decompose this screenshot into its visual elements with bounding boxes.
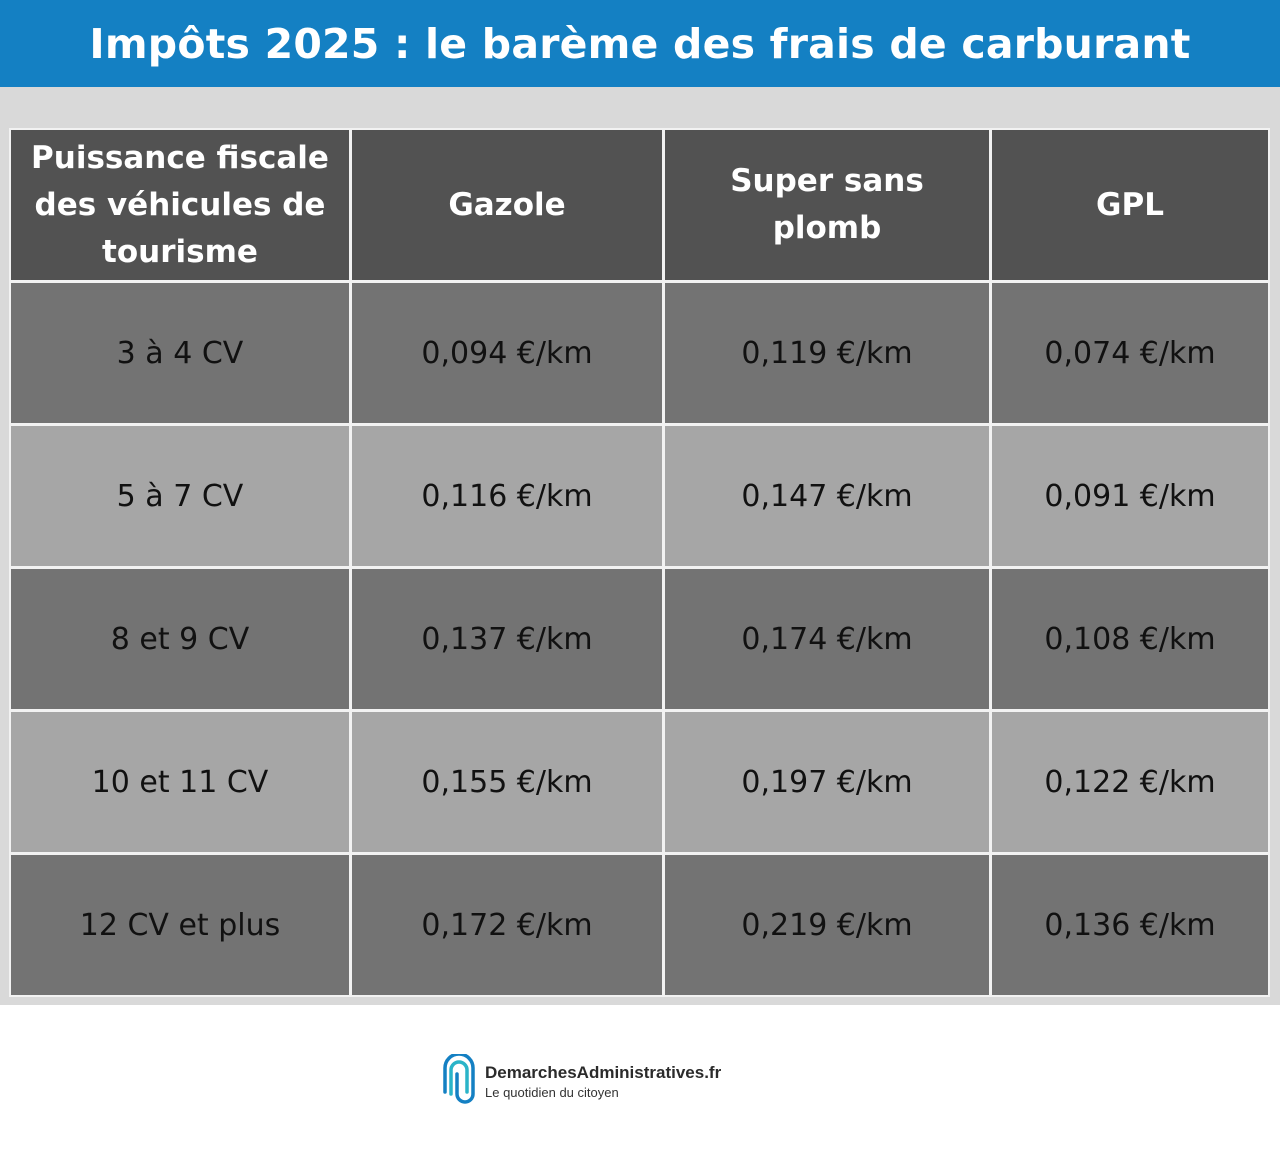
table-cell-super: 0,197 €/km xyxy=(665,712,989,852)
column-header-super: Super sans plomb xyxy=(665,130,989,280)
fuel-rates-table: Puissance fiscale des véhicules de touri… xyxy=(9,128,1270,997)
table-cell-gpl: 0,136 €/km xyxy=(992,855,1268,995)
table-cell-power: 3 à 4 CV xyxy=(11,283,349,423)
column-header-gazole: Gazole xyxy=(352,130,662,280)
table-cell-gazole: 0,172 €/km xyxy=(352,855,662,995)
page-title: Impôts 2025 : le barème des frais de car… xyxy=(0,0,1280,87)
brand-name: DemarchesAdministratives.fr xyxy=(485,1062,722,1082)
table-cell-gazole: 0,094 €/km xyxy=(352,283,662,423)
table-cell-super: 0,174 €/km xyxy=(665,569,989,709)
table-cell-gpl: 0,091 €/km xyxy=(992,426,1268,566)
table-cell-super: 0,119 €/km xyxy=(665,283,989,423)
table-cell-gazole: 0,155 €/km xyxy=(352,712,662,852)
site-logo[interactable]: DemarchesAdministratives.fr Le quotidien… xyxy=(441,1054,721,1108)
table-cell-power: 8 et 9 CV xyxy=(11,569,349,709)
table-cell-super: 0,219 €/km xyxy=(665,855,989,995)
table-cell-gazole: 0,137 €/km xyxy=(352,569,662,709)
table-cell-gazole: 0,116 €/km xyxy=(352,426,662,566)
table-cell-gpl: 0,108 €/km xyxy=(992,569,1268,709)
table-cell-gpl: 0,122 €/km xyxy=(992,712,1268,852)
paperclip-logo-icon xyxy=(443,1054,475,1104)
table-cell-power: 10 et 11 CV xyxy=(11,712,349,852)
column-header-gpl: GPL xyxy=(992,130,1268,280)
column-header-power: Puissance fiscale des véhicules de touri… xyxy=(11,130,349,280)
table-cell-super: 0,147 €/km xyxy=(665,426,989,566)
brand-tagline: Le quotidien du citoyen xyxy=(485,1084,619,1100)
table-cell-gpl: 0,074 €/km xyxy=(992,283,1268,423)
table-cell-power: 5 à 7 CV xyxy=(11,426,349,566)
table-cell-power: 12 CV et plus xyxy=(11,855,349,995)
